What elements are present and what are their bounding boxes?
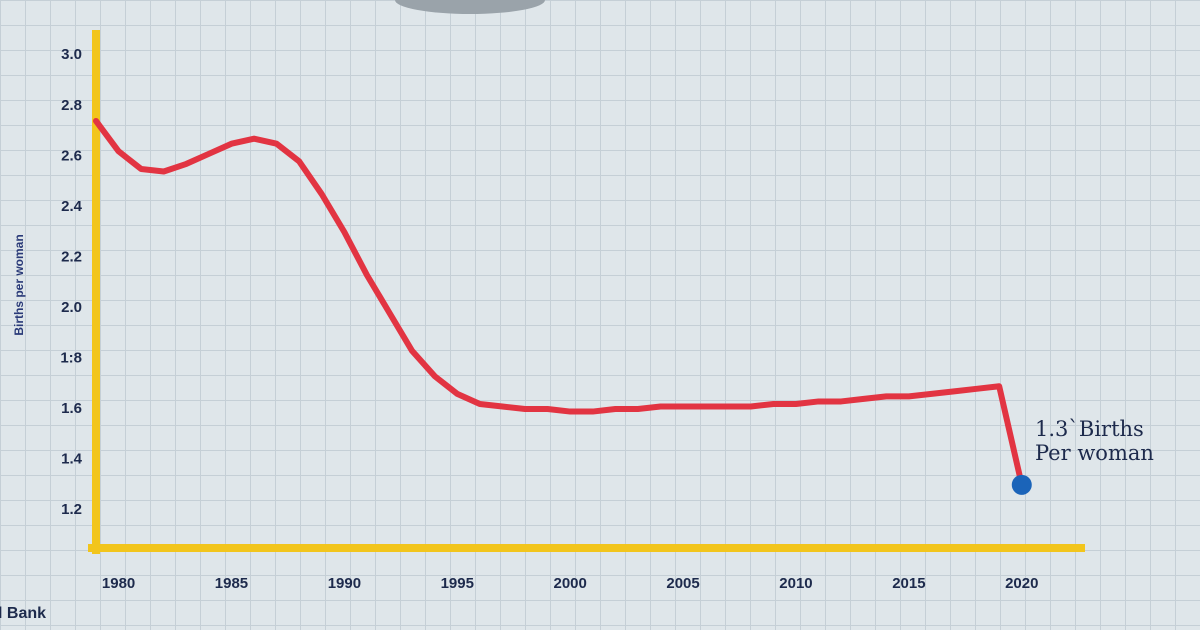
annotation: 1.3`Births	[1035, 417, 1144, 441]
line	[93, 117, 1025, 488]
x-tick-label: 2010	[779, 575, 812, 592]
x-tick-label: 2020	[1005, 575, 1038, 592]
end-marker	[1011, 474, 1032, 495]
y-tick-label: 1:8	[60, 349, 82, 366]
x-tick-label: 2015	[892, 575, 925, 592]
x-tick-label: 2005	[666, 575, 699, 592]
x-tick-label: 1995	[441, 575, 474, 592]
y-tick-label: 3.0	[61, 46, 82, 63]
y-tick-label: 1.4	[61, 451, 83, 468]
y-tick-label: 2.4	[61, 198, 83, 215]
x-tick-label: 1980	[102, 575, 135, 592]
x-tick-label: 1985	[215, 575, 248, 592]
source: l Bank	[0, 605, 46, 622]
y-tick-label: 1.6	[61, 400, 82, 417]
y-tick-label: 2.8	[61, 97, 82, 114]
y-tick-label: 1.2	[61, 501, 82, 518]
decoration	[395, 0, 545, 14]
y-tick-label: 2.2	[61, 248, 82, 265]
x-tick-label: 2000	[553, 575, 586, 592]
annotation: Per woman	[1035, 441, 1154, 465]
x-tick-label: 1990	[328, 575, 361, 592]
y-axis-label: Births per woman	[12, 234, 26, 335]
y-tick-label: 2.6	[61, 147, 82, 164]
y-tick-label: 2.0	[61, 299, 82, 316]
